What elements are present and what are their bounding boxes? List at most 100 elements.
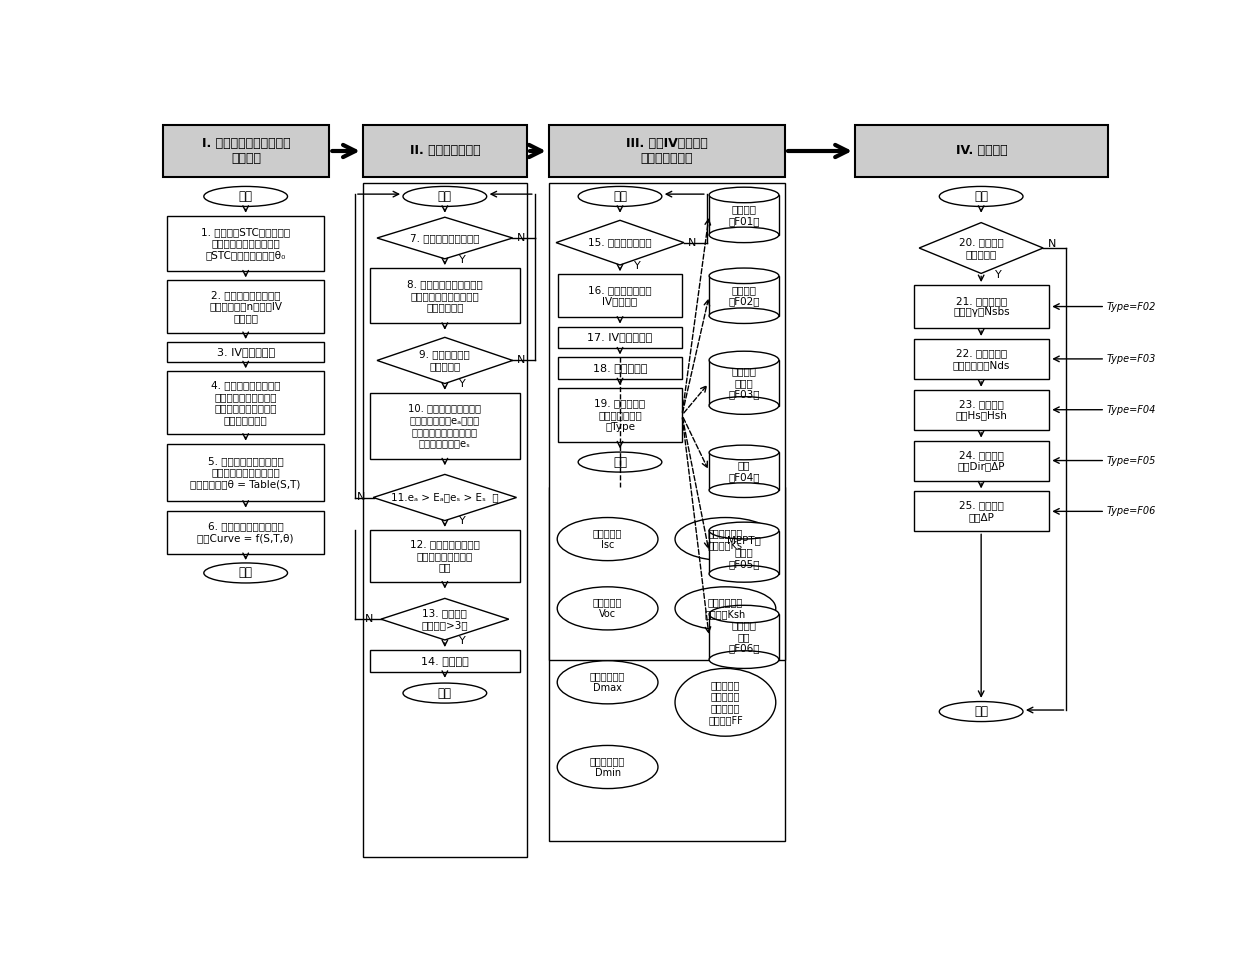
- Ellipse shape: [940, 702, 1023, 721]
- FancyBboxPatch shape: [549, 125, 785, 178]
- Text: II. 在线故障预判断: II. 在线故障预判断: [409, 144, 480, 157]
- Text: 工作点功率
与开路电压
与短路电路
乘积的比FF: 工作点功率 与开路电压 与短路电路 乘积的比FF: [708, 680, 743, 725]
- Text: 阴影遮挡
（F02）: 阴影遮挡 （F02）: [728, 285, 760, 306]
- FancyBboxPatch shape: [914, 440, 1049, 480]
- Ellipse shape: [709, 268, 779, 284]
- FancyBboxPatch shape: [709, 453, 779, 490]
- FancyBboxPatch shape: [162, 125, 330, 178]
- Text: MPPT跟
踪异常
（F05）: MPPT跟 踪异常 （F05）: [727, 536, 761, 569]
- Ellipse shape: [403, 186, 486, 207]
- Ellipse shape: [709, 396, 779, 415]
- Text: 21. 估算阴影遮
挡程度γ、Nsbs: 21. 估算阴影遮 挡程度γ、Nsbs: [954, 296, 1009, 317]
- Text: 老化
（F04）: 老化 （F04）: [728, 461, 760, 482]
- Text: 结束: 结束: [438, 686, 451, 700]
- Text: 23. 估算老化
程度Hs、Hsh: 23. 估算老化 程度Hs、Hsh: [956, 399, 1007, 421]
- Text: 结束: 结束: [613, 456, 627, 468]
- Text: Type=F04: Type=F04: [1107, 405, 1156, 415]
- Text: 开始: 开始: [613, 190, 627, 203]
- Polygon shape: [919, 223, 1043, 273]
- Text: IV. 故障评估: IV. 故障评估: [956, 144, 1007, 157]
- FancyBboxPatch shape: [709, 195, 779, 235]
- FancyBboxPatch shape: [914, 285, 1049, 328]
- Text: 1. 输入组件STC下铭牌参数
以及阵列配置参数，并计
算STC下模型优化参数θ₀: 1. 输入组件STC下铭牌参数 以及阵列配置参数，并计 算STC下模型优化参数θ…: [201, 226, 290, 260]
- Text: 24. 估算跟踪
偏差Dir、ΔP: 24. 估算跟踪 偏差Dir、ΔP: [957, 450, 1006, 471]
- Text: 旁路二极
管短路
（F03）: 旁路二极 管短路 （F03）: [728, 366, 760, 399]
- Ellipse shape: [709, 522, 779, 539]
- Ellipse shape: [709, 651, 779, 669]
- Text: 5. 采用粒子群优化算法对
模型参数进行整定，并建
立模型参数表θ = Table(S,T): 5. 采用粒子群优化算法对 模型参数进行整定，并建 立模型参数表θ = Tabl…: [191, 456, 301, 489]
- Text: III. 基于IV曲线扫描
的故障类型识别: III. 基于IV曲线扫描 的故障类型识别: [626, 137, 708, 165]
- Text: 11.eₐ > Eₐ或eₛ > Eₛ  ？: 11.eₐ > Eₐ或eₛ > Eₛ ？: [391, 493, 498, 503]
- Text: Type=F03: Type=F03: [1107, 354, 1156, 364]
- Text: 9. 当前环境参数
是否稳定？: 9. 当前环境参数 是否稳定？: [419, 349, 470, 371]
- Text: 16. 扫描阵列并获取
IV特性曲线: 16. 扫描阵列并获取 IV特性曲线: [588, 285, 652, 306]
- FancyBboxPatch shape: [854, 125, 1109, 178]
- FancyBboxPatch shape: [914, 339, 1049, 379]
- Polygon shape: [556, 221, 684, 264]
- FancyBboxPatch shape: [370, 530, 520, 583]
- Text: Y: Y: [459, 635, 465, 646]
- Text: 结束: 结束: [975, 705, 988, 718]
- FancyBboxPatch shape: [914, 491, 1049, 531]
- Text: N: N: [517, 355, 525, 365]
- Text: 14. 故障预警: 14. 故障预警: [420, 656, 469, 666]
- Ellipse shape: [675, 587, 776, 630]
- Text: 7. 阵列模型是否建立？: 7. 阵列模型是否建立？: [410, 233, 480, 243]
- FancyBboxPatch shape: [167, 444, 324, 502]
- Text: 3. IV曲线预处理: 3. IV曲线预处理: [217, 347, 275, 357]
- Ellipse shape: [675, 517, 776, 560]
- Ellipse shape: [709, 227, 779, 243]
- Text: 阵列开路
（F01）: 阵列开路 （F01）: [728, 204, 760, 225]
- Text: Y: Y: [994, 270, 1002, 280]
- Text: 短路电流点一
阶导数值Ksh: 短路电流点一 阶导数值Ksh: [704, 597, 746, 619]
- FancyBboxPatch shape: [709, 531, 779, 574]
- Ellipse shape: [709, 351, 779, 369]
- Text: 功率异常
损失
（F06）: 功率异常 损失 （F06）: [728, 621, 760, 654]
- Text: 13. 异常连续
出现次数>3？: 13. 异常连续 出现次数>3？: [422, 608, 469, 630]
- Text: 开路电压点一
阶导数值Ks: 开路电压点一 阶导数值Ks: [708, 528, 743, 549]
- Polygon shape: [377, 218, 512, 259]
- Text: Y: Y: [459, 516, 465, 526]
- Text: 短路点电流
Isc: 短路点电流 Isc: [593, 528, 622, 549]
- Text: 开始: 开始: [238, 190, 253, 203]
- FancyBboxPatch shape: [558, 388, 682, 442]
- Text: 19. 根据特征量
逻辑判断故障类
型Type: 19. 根据特征量 逻辑判断故障类 型Type: [594, 398, 646, 431]
- Text: 18. 特征量提取: 18. 特征量提取: [593, 363, 647, 373]
- Ellipse shape: [557, 517, 658, 560]
- Ellipse shape: [709, 483, 779, 498]
- Text: N: N: [365, 614, 373, 625]
- Ellipse shape: [709, 308, 779, 323]
- FancyBboxPatch shape: [370, 650, 520, 671]
- Text: 10. 计算阵列功率与模型
输出功率的偏差eₐ以及当
前阵列与电站中功率最大
阵列的功率偏差eₛ: 10. 计算阵列功率与模型 输出功率的偏差eₐ以及当 前阵列与电站中功率最大 阵…: [408, 403, 481, 448]
- Text: 6. 建立光伏阵列优化数学
模型Curve = f(S,T,θ): 6. 建立光伏阵列优化数学 模型Curve = f(S,T,θ): [197, 521, 294, 543]
- FancyBboxPatch shape: [363, 183, 527, 857]
- Ellipse shape: [940, 186, 1023, 207]
- FancyBboxPatch shape: [363, 125, 527, 178]
- Text: 25. 估算功率
损失ΔP: 25. 估算功率 损失ΔP: [959, 501, 1004, 522]
- Ellipse shape: [578, 452, 662, 472]
- FancyBboxPatch shape: [914, 389, 1049, 429]
- FancyBboxPatch shape: [558, 357, 682, 379]
- Text: 8. 获取环境参数、阵列输
出功率以及电站内其他阵
列的输出功率: 8. 获取环境参数、阵列输 出功率以及电站内其他阵 列的输出功率: [407, 279, 482, 312]
- Text: N: N: [517, 233, 525, 243]
- Polygon shape: [381, 598, 508, 640]
- Text: 开始: 开始: [438, 190, 451, 203]
- Text: 12. 标记为一次异常，
并记录异常连续出现
次数: 12. 标记为一次异常， 并记录异常连续出现 次数: [410, 540, 480, 573]
- FancyBboxPatch shape: [167, 510, 324, 553]
- Text: N: N: [1048, 239, 1056, 249]
- Text: N: N: [688, 237, 697, 248]
- Text: 结束: 结束: [238, 566, 253, 580]
- Ellipse shape: [578, 186, 662, 207]
- Ellipse shape: [203, 563, 288, 583]
- Ellipse shape: [557, 661, 658, 704]
- FancyBboxPatch shape: [370, 392, 520, 459]
- Text: 22. 估算旁路二
极管短路个数Nds: 22. 估算旁路二 极管短路个数Nds: [952, 348, 1011, 370]
- Text: Y: Y: [459, 380, 465, 389]
- Text: N: N: [357, 493, 365, 503]
- Text: 2. 采集无故障状态下不
同环境参数下n条阵列IV
特性曲线: 2. 采集无故障状态下不 同环境参数下n条阵列IV 特性曲线: [210, 290, 283, 323]
- Text: Type=F06: Type=F06: [1107, 507, 1156, 516]
- Text: 20. 故障评估
功能开启？: 20. 故障评估 功能开启？: [959, 237, 1003, 259]
- FancyBboxPatch shape: [370, 268, 520, 323]
- FancyBboxPatch shape: [709, 276, 779, 315]
- FancyBboxPatch shape: [709, 614, 779, 660]
